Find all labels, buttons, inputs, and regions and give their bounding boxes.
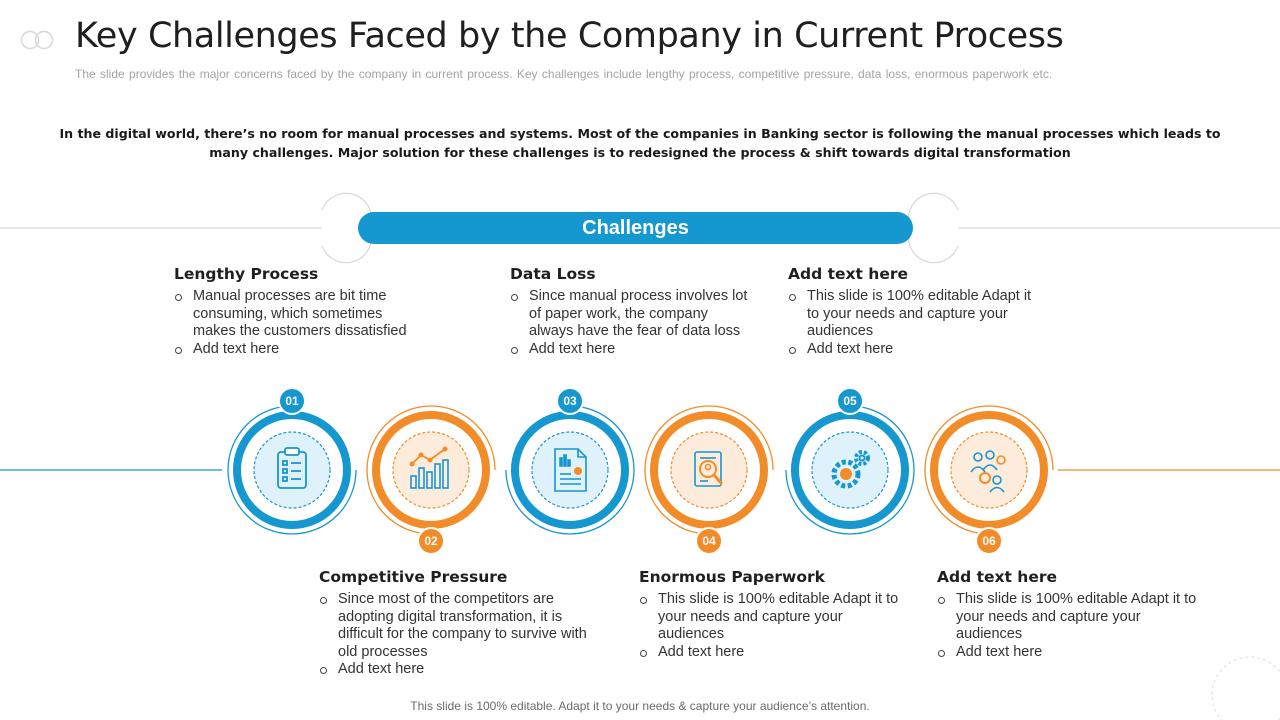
challenge-card-03: Data Loss Since manual process involves …: [510, 265, 755, 358]
bullet-item: Since manual process involves lot of pap…: [510, 288, 755, 341]
bullet-item: This slide is 100% editable Adapt it to …: [639, 591, 909, 644]
challenge-title: Data Loss: [510, 265, 596, 283]
challenge-card-06: Add text here This slide is 100% editabl…: [937, 568, 1207, 661]
challenge-bullets: Since most of the competitors are adopti…: [319, 591, 599, 679]
challenge-card-01: Lengthy Process Manual processes are bit…: [174, 265, 424, 358]
svg-text:05: 05: [843, 394, 857, 408]
bullet-item: This slide is 100% editable Adapt it to …: [937, 591, 1207, 644]
bullet-item: Since most of the competitors are adopti…: [319, 591, 599, 661]
bullet-item: This slide is 100% editable Adapt it to …: [788, 288, 1038, 341]
report-document-icon: [554, 448, 587, 492]
footer-note: This slide is 100% editable. Adapt it to…: [410, 699, 870, 713]
svg-text:02: 02: [424, 534, 438, 548]
challenge-bullets: This slide is 100% editable Adapt it to …: [937, 591, 1207, 661]
challenge-title: Lengthy Process: [174, 265, 319, 283]
number-badge-01: 01: [278, 387, 306, 415]
challenge-bullets: This slide is 100% editable Adapt it to …: [788, 288, 1038, 358]
team-icon: [970, 450, 1006, 493]
challenge-title: Add text here: [937, 568, 1058, 586]
challenge-title: Enormous Paperwork: [639, 568, 825, 586]
bullet-item: Add text here: [788, 341, 1038, 359]
bullet-item: Add text here: [319, 661, 599, 679]
challenge-bullets: This slide is 100% editable Adapt it to …: [639, 591, 909, 661]
challenge-card-05: Add text here This slide is 100% editabl…: [788, 265, 1038, 358]
number-badge-04: 04: [695, 527, 723, 555]
ring-01: [227, 405, 357, 535]
challenge-card-02: Competitive Pressure Since most of the c…: [319, 568, 599, 679]
challenge-title: Add text here: [788, 265, 909, 283]
bullet-item: Add text here: [174, 341, 424, 359]
number-badge-03: 03: [556, 387, 584, 415]
challenge-title: Competitive Pressure: [319, 568, 508, 586]
bullet-item: Add text here: [937, 644, 1207, 662]
page-title: Key Challenges Faced by the Company in C…: [75, 16, 1064, 56]
challenge-bullets: Since manual process involves lot of pap…: [510, 288, 755, 358]
bullet-item: Add text here: [639, 644, 909, 662]
challenge-bullets: Manual processes are bit time consuming,…: [174, 288, 424, 358]
svg-text:04: 04: [702, 534, 716, 548]
gears-icon: [831, 450, 870, 489]
bullet-item: Add text here: [510, 341, 755, 359]
number-badge-02: 02: [417, 527, 445, 555]
page-subtitle: The slide provides the major concerns fa…: [75, 67, 1053, 81]
svg-text:01: 01: [285, 394, 299, 408]
clipboard-checklist-icon: [277, 447, 307, 489]
bar-chart-icon: [409, 446, 449, 489]
number-badge-05: 05: [836, 387, 864, 415]
ring-02: [366, 405, 496, 535]
document-search-icon: [694, 451, 724, 487]
ring-06: [924, 405, 1054, 535]
ring-03: [505, 405, 635, 535]
svg-text:06: 06: [982, 534, 996, 548]
svg-text:03: 03: [563, 394, 577, 408]
challenge-card-04: Enormous Paperwork This slide is 100% ed…: [639, 568, 909, 661]
number-badge-06: 06: [975, 527, 1003, 555]
logo-circles-icon: [20, 30, 54, 50]
bullet-item: Manual processes are bit time consuming,…: [174, 288, 424, 341]
intro-paragraph: In the digital world, there’s no room fo…: [59, 126, 1221, 160]
challenges-banner: Challenges: [358, 212, 913, 244]
